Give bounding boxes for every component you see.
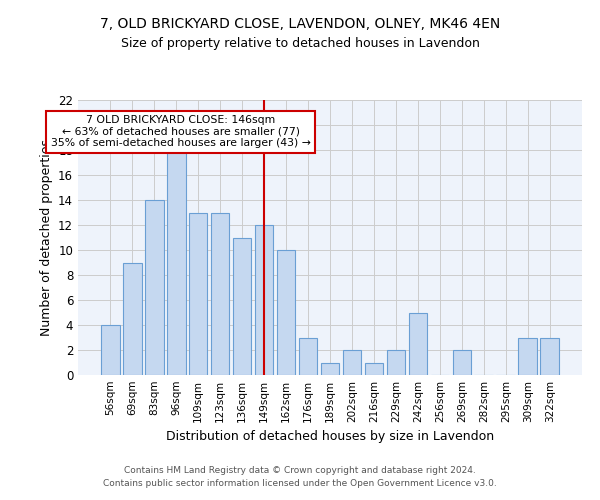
Y-axis label: Number of detached properties: Number of detached properties [40,139,53,336]
Bar [145,200,164,375]
Bar [189,212,208,375]
Bar [167,150,185,375]
Bar [518,338,537,375]
Bar [541,338,559,375]
Bar [409,312,427,375]
Bar [320,362,340,375]
Bar [233,238,251,375]
Bar [452,350,471,375]
Bar [211,212,229,375]
Bar [365,362,383,375]
Text: Contains HM Land Registry data © Crown copyright and database right 2024.
Contai: Contains HM Land Registry data © Crown c… [103,466,497,487]
Bar [277,250,295,375]
Bar [123,262,142,375]
Bar [299,338,317,375]
Bar [343,350,361,375]
Text: Size of property relative to detached houses in Lavendon: Size of property relative to detached ho… [121,38,479,51]
Bar [101,325,119,375]
Bar [386,350,405,375]
Bar [255,225,274,375]
Text: 7 OLD BRICKYARD CLOSE: 146sqm
← 63% of detached houses are smaller (77)
35% of s: 7 OLD BRICKYARD CLOSE: 146sqm ← 63% of d… [50,115,311,148]
Text: 7, OLD BRICKYARD CLOSE, LAVENDON, OLNEY, MK46 4EN: 7, OLD BRICKYARD CLOSE, LAVENDON, OLNEY,… [100,18,500,32]
X-axis label: Distribution of detached houses by size in Lavendon: Distribution of detached houses by size … [166,430,494,444]
